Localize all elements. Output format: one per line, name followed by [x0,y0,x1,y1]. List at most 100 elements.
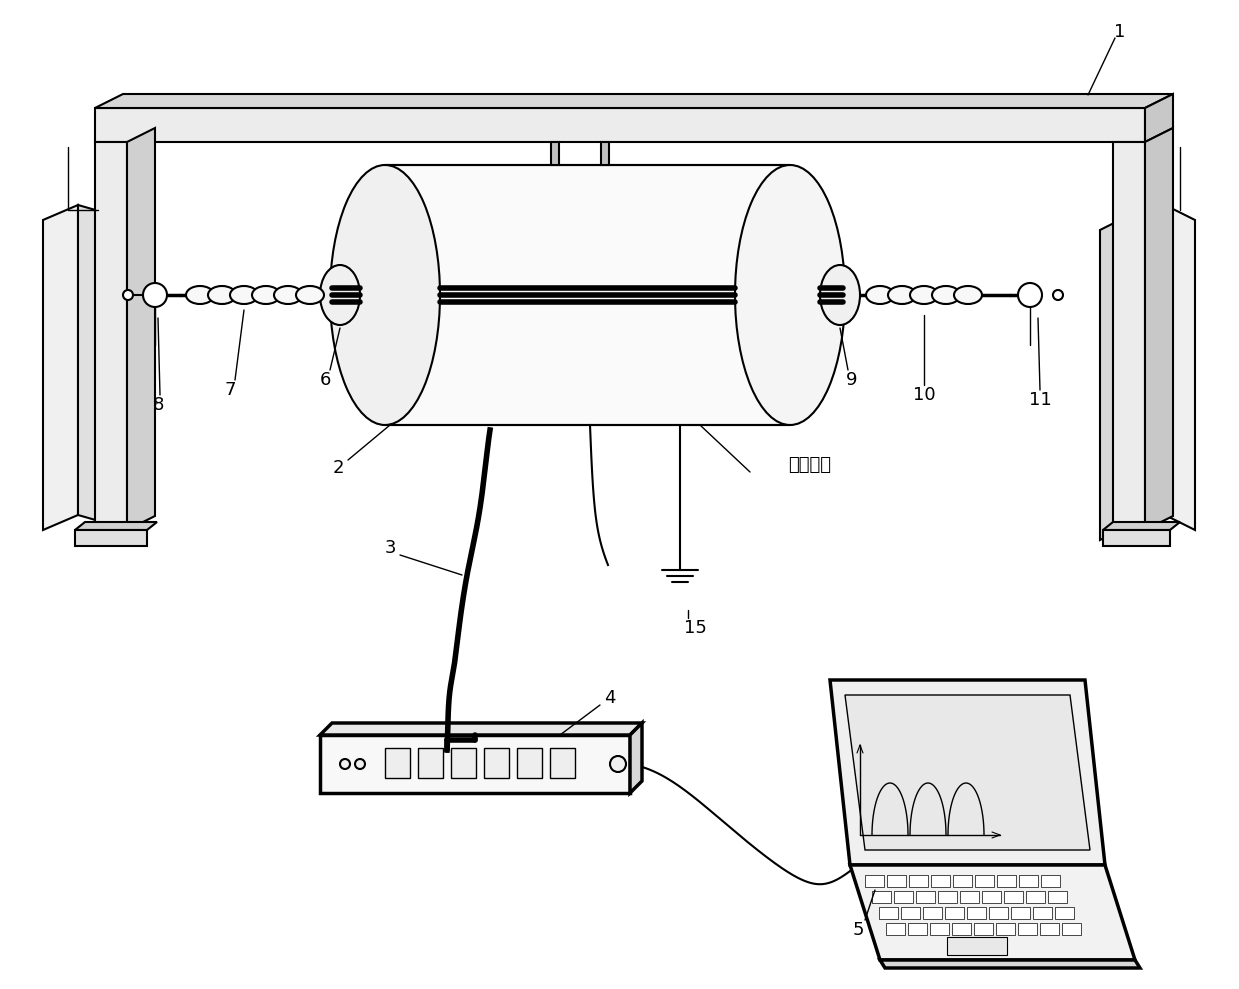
Polygon shape [128,128,155,530]
Polygon shape [880,960,1140,968]
Ellipse shape [909,286,938,304]
Polygon shape [43,205,78,530]
Polygon shape [76,530,147,546]
Polygon shape [1145,128,1173,530]
Text: 5: 5 [852,921,864,939]
Polygon shape [1130,205,1165,525]
Polygon shape [78,205,113,525]
Text: 11: 11 [1028,391,1052,409]
Text: 1: 1 [1114,23,1126,41]
Bar [551,142,559,165]
Text: 7: 7 [224,381,235,399]
Bar [960,891,979,903]
Bar [418,748,444,778]
Text: 8: 8 [152,396,164,414]
Text: 2: 2 [332,459,343,477]
Bar [887,875,906,887]
Bar [1004,891,1023,903]
Ellipse shape [820,265,860,325]
Ellipse shape [123,290,133,300]
Bar [983,891,1001,903]
Polygon shape [845,695,1090,850]
Polygon shape [385,165,790,425]
Bar [484,748,509,778]
Bar [996,923,1015,935]
Bar [1033,907,1052,919]
Ellipse shape [610,756,626,772]
Ellipse shape [339,759,349,769]
Polygon shape [1145,94,1173,142]
Ellipse shape [735,165,845,425]
Ellipse shape [1053,290,1063,300]
Bar [966,907,986,919]
Text: 15: 15 [684,619,706,637]
Bar [930,923,949,935]
Polygon shape [76,522,157,530]
Bar [908,923,927,935]
Bar [1011,907,1030,919]
Bar [601,142,610,165]
Polygon shape [850,865,1135,960]
Text: 9: 9 [846,371,857,389]
Text: 分裂导线: 分裂导线 [788,456,831,474]
Bar [1018,923,1037,935]
Bar [865,875,883,887]
Polygon shape [320,723,642,735]
Text: 3: 3 [384,539,395,557]
Ellipse shape [142,283,167,307]
Bar [878,907,898,919]
Bar [1041,875,1061,887]
Bar [938,891,957,903]
Bar [953,875,973,887]
Ellipse shape [252,286,280,304]
Ellipse shape [274,286,302,304]
Text: 10: 10 [913,386,935,404]
Bar [1026,891,1044,903]
Bar [947,937,1007,955]
Polygon shape [95,94,1173,108]
Bar [385,748,410,778]
Polygon shape [95,108,1145,142]
Ellipse shape [186,286,214,304]
Bar [901,907,921,919]
Bar [517,748,541,778]
Bar [997,875,1016,887]
Bar [930,875,950,887]
Polygon shape [320,735,629,793]
Ellipse shape [954,286,983,304]
Bar [1018,875,1038,887]
Ellipse shape [1018,283,1042,307]
Bar [974,923,992,935]
Bar [923,907,942,919]
Polygon shape [1113,142,1145,530]
Polygon shape [113,215,138,540]
Text: 4: 4 [605,689,616,707]
Bar [1048,891,1067,903]
Bar [916,891,935,903]
Bar [945,907,964,919]
Bar [975,875,994,887]
Ellipse shape [866,286,895,304]
Bar [886,923,904,935]
Bar [1062,923,1080,935]
Ellipse shape [296,286,325,304]
Bar [989,907,1009,919]
Bar [909,875,928,887]
Bar [952,923,971,935]
Ellipse shape [330,165,440,425]
Ellipse shape [208,286,235,304]
Ellipse shape [888,286,916,304]
Ellipse shape [230,286,258,304]
Polygon shape [1100,215,1130,540]
Bar [451,748,476,778]
Polygon shape [1103,522,1180,530]
Bar [1040,923,1059,935]
Polygon shape [1103,530,1170,546]
Bar [550,748,575,778]
Bar [895,891,913,903]
Bar [1054,907,1074,919]
Polygon shape [95,142,128,530]
Polygon shape [629,723,642,793]
Bar [872,891,891,903]
Ellipse shape [932,286,960,304]
